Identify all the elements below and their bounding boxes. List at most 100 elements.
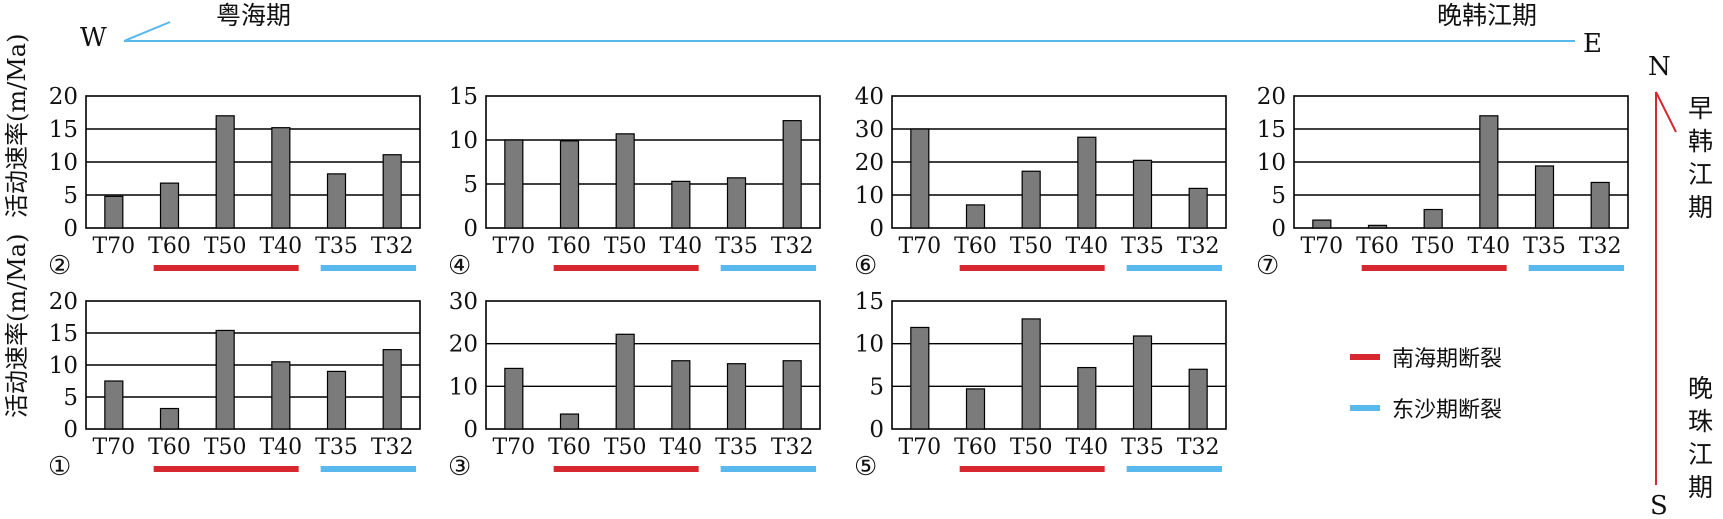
bar [1077, 136, 1097, 229]
x-tick-label: T32 [371, 435, 414, 460]
panel-label: ⑥ [854, 251, 877, 281]
bar [1367, 224, 1388, 229]
bar [965, 204, 986, 229]
y-tick-label: 5 [63, 183, 78, 209]
bar [910, 326, 930, 430]
x-tick-label: T40 [1065, 435, 1108, 460]
period-glyph: 期 [1688, 193, 1713, 222]
y-tick-label: 0 [869, 417, 884, 443]
panel-label: ⑦ [1256, 251, 1279, 281]
x-tick-label: T70 [1300, 234, 1343, 259]
x-tick-label: T35 [1523, 234, 1566, 259]
panel-label: ① [48, 452, 71, 482]
bar [1534, 165, 1555, 229]
period-glyph: 江 [1688, 440, 1713, 469]
plot-frame [891, 300, 1227, 430]
x-tick-label: T40 [659, 435, 702, 460]
y-tick-label: 0 [463, 417, 478, 443]
bar-panel: 0 10 20 30 40 T70 T60 T50 T40 T35 T32 ⑥ [854, 84, 1227, 281]
bar [559, 140, 580, 229]
x-tick-label: T70 [92, 234, 135, 259]
legend: 南海期断裂 东沙期断裂 [1350, 347, 1502, 423]
bar [671, 360, 691, 430]
x-tick-label: T60 [954, 435, 997, 460]
bar [1021, 318, 1041, 430]
y-tick-label: 20 [49, 289, 78, 315]
panel-label: ③ [448, 452, 471, 482]
bar [559, 413, 580, 430]
y-tick-label: 10 [449, 374, 478, 400]
x-tick-label: T60 [1356, 234, 1399, 259]
plot-frame [485, 300, 821, 430]
period-glyph: 晚 [1688, 374, 1713, 403]
x-tick-label: T40 [1065, 234, 1108, 259]
y-tick-label: 5 [463, 172, 478, 198]
bar [382, 154, 402, 229]
x-tick-label: T40 [1467, 234, 1510, 259]
y-tick-label: 20 [449, 332, 478, 358]
period-glyph: 早 [1688, 94, 1713, 123]
bar [671, 180, 691, 229]
x-tick-label: T60 [954, 234, 997, 259]
bar [1132, 335, 1153, 430]
bar [726, 177, 747, 229]
bar [965, 388, 986, 430]
x-tick-label: T50 [1412, 234, 1455, 259]
period-glyph: 江 [1688, 160, 1713, 189]
y-tick-label: 15 [49, 117, 78, 143]
x-tick-label: T40 [259, 234, 302, 259]
bar [504, 367, 524, 430]
x-tick-label: T60 [548, 234, 591, 259]
x-tick-label: T32 [1579, 234, 1622, 259]
east-label: E [1583, 29, 1602, 59]
x-tick-label: T50 [1010, 435, 1053, 460]
x-tick-label: T32 [771, 234, 814, 259]
period-glyph: 韩 [1688, 127, 1713, 156]
x-tick-label: T32 [1177, 435, 1220, 460]
x-tick-label: T50 [604, 234, 647, 259]
bar [726, 363, 747, 430]
panel-label: ② [48, 251, 71, 281]
x-tick-label: T35 [1121, 435, 1164, 460]
bar [1423, 208, 1443, 229]
y-tick-label: 5 [1271, 183, 1286, 209]
west-label: W [80, 23, 107, 53]
bar [326, 173, 347, 229]
bar [615, 133, 635, 229]
y-tick-label: 15 [49, 321, 78, 347]
bar-panel: 0 5 10 15 T70 T60 T50 T40 T35 T32 ④ [448, 84, 821, 281]
bar [782, 120, 802, 229]
panel-label: ⑤ [854, 452, 877, 482]
y-tick-label: 30 [449, 289, 478, 315]
y-tick-label: 15 [855, 289, 884, 315]
y-tick-label: 20 [1257, 84, 1286, 110]
y-tick-label: 10 [449, 128, 478, 154]
bar [910, 128, 930, 229]
y-tick-label: 10 [49, 150, 78, 176]
bar-panels: 0 5 10 15 20 T70 T60 T50 T40 T35 T32 ② 0 5 10 15 T70 T60 T… [48, 84, 1629, 482]
x-tick-label: T70 [898, 234, 941, 259]
ns-axis-tick [1655, 91, 1677, 133]
x-tick-label: T40 [259, 435, 302, 460]
bar [326, 370, 347, 430]
x-tick-label: T70 [92, 435, 135, 460]
y-tick-label: 15 [1257, 117, 1286, 143]
x-tick-label: T70 [492, 435, 535, 460]
y-tick-label: 30 [855, 117, 884, 143]
x-tick-label: T32 [771, 435, 814, 460]
y-tick-label: 10 [1257, 150, 1286, 176]
x-tick-label: T32 [1177, 234, 1220, 259]
x-tick-label: T50 [604, 435, 647, 460]
y-tick-label: 0 [869, 216, 884, 242]
x-tick-label: T60 [148, 234, 191, 259]
x-tick-label: T35 [315, 435, 358, 460]
bar-panel: 0 5 10 15 20 T70 T60 T50 T40 T35 T32 ① [48, 289, 421, 482]
x-tick-label: T40 [659, 234, 702, 259]
y-tick-label: 0 [463, 216, 478, 242]
bar [615, 333, 635, 430]
legend-label-dongsha: 东沙期断裂 [1392, 398, 1502, 423]
